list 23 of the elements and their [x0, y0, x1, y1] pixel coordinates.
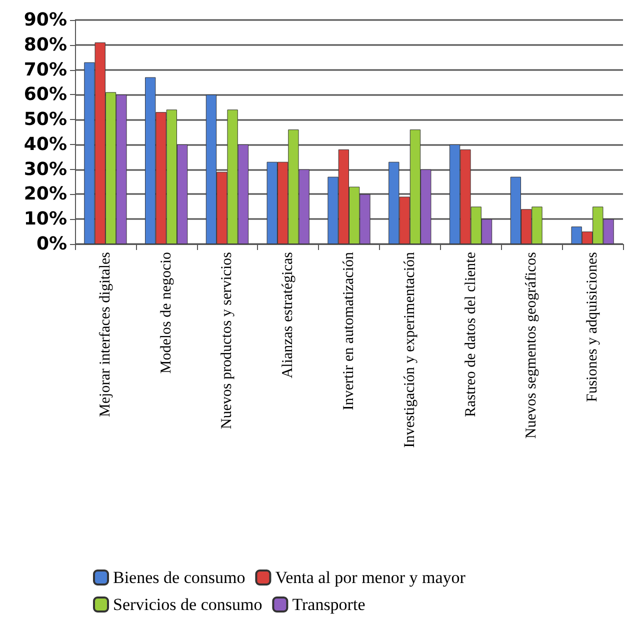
x-tick-label: Mejorar interfaces digitales — [97, 252, 114, 417]
y-tick-label: 60% — [24, 84, 67, 106]
x-tick-label: Nuevos segmentos geográficos — [524, 252, 540, 439]
y-tick-label: 10% — [24, 208, 67, 230]
y-tick-label: 40% — [24, 134, 67, 155]
legend-label: Venta al por menor y mayor — [275, 568, 466, 587]
y-tick-label: 20% — [24, 184, 67, 205]
y-tick-label: 30% — [24, 158, 67, 180]
x-tick-label: Nuevos productos y servicios — [219, 252, 236, 430]
x-tick-label: Modelos de negocio — [158, 252, 174, 374]
x-tick-label: Invertir en automatización — [341, 252, 357, 410]
y-tick-label: 50% — [24, 109, 67, 130]
x-tick-label: Fusiones y adquisiciones — [584, 252, 601, 402]
y-tick-label: 0% — [36, 234, 67, 254]
x-tick-label: Investigación y experimentación — [402, 252, 418, 448]
legend-label: Servicios de consumo — [113, 595, 262, 614]
y-tick-label: 90% — [24, 10, 67, 30]
y-tick-label: 80% — [24, 34, 67, 56]
x-tick-label: Alianzas estratégicas — [280, 252, 296, 378]
legend-label: Bienes de consumo — [113, 568, 246, 587]
x-tick-label: Rastreo de datos del cliente — [462, 252, 479, 417]
y-tick-label: 70% — [24, 59, 67, 80]
legend-label: Transporte — [292, 595, 366, 614]
